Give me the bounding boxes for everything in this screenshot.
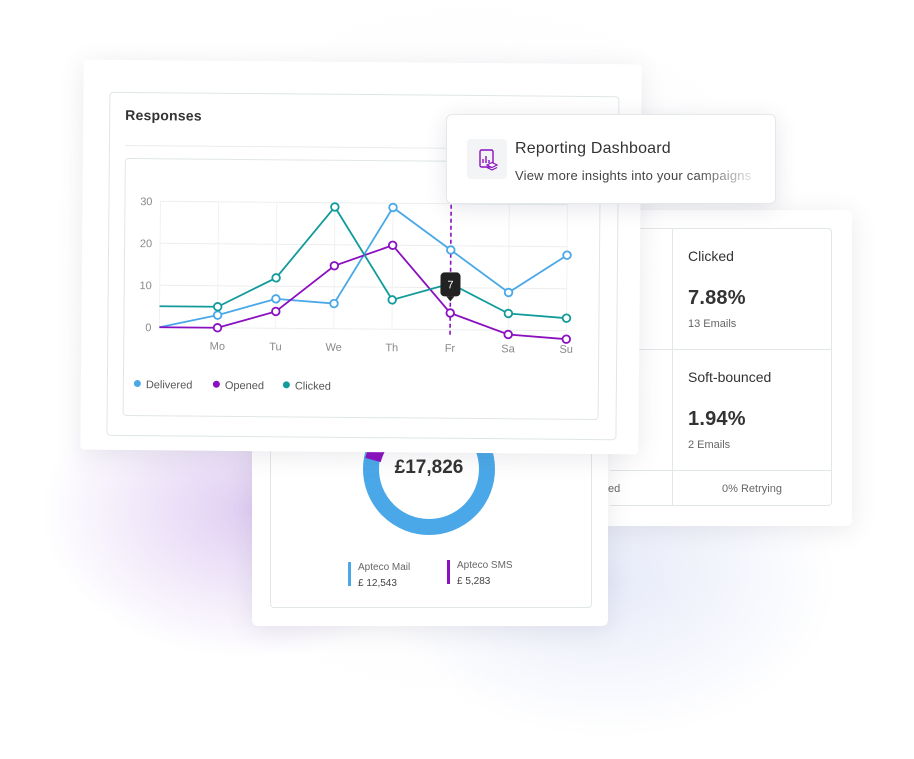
report-icon-box bbox=[467, 139, 507, 179]
report-chart-icon bbox=[479, 149, 499, 171]
stat-footer-retrying: 0% Retrying bbox=[722, 483, 782, 495]
legend-delivered[interactable]: Delivered bbox=[133, 379, 193, 392]
email-stats-card bbox=[598, 210, 852, 526]
responses-title: Responses bbox=[125, 106, 202, 124]
grid-line-vertical bbox=[391, 203, 394, 330]
series-point-delivered bbox=[503, 287, 514, 298]
series-point-delivered bbox=[446, 245, 456, 255]
legend-color-bar bbox=[348, 562, 351, 586]
grid-line-horizontal bbox=[159, 284, 567, 290]
series-point-clicked bbox=[330, 202, 340, 212]
legend-label: Apteco Mail bbox=[358, 562, 411, 573]
series-point-clicked bbox=[387, 295, 397, 305]
legend-amount: £ 12,543 bbox=[358, 578, 397, 589]
x-tick-label: We bbox=[325, 342, 341, 354]
series-line-opened bbox=[159, 244, 567, 341]
report-fade-overlay bbox=[695, 115, 775, 203]
legend-color-bar bbox=[447, 560, 450, 584]
stat-footer-left: ed bbox=[608, 483, 621, 495]
series-point-clicked bbox=[503, 308, 514, 319]
legend-opened[interactable]: Opened bbox=[212, 379, 265, 393]
revenue-card-frame bbox=[270, 432, 592, 608]
x-tick-label: Mo bbox=[210, 341, 225, 353]
responses-card: Responses 0 10 20 30 Mo Tu We Th Fr Sa Su 7 Deliver… bbox=[80, 59, 642, 455]
grid-line-vertical bbox=[565, 204, 568, 331]
legend-label: Opened bbox=[224, 379, 265, 393]
stats-grid bbox=[610, 228, 832, 506]
stat-label: Soft-bounced bbox=[688, 369, 772, 385]
series-point-clicked bbox=[271, 273, 281, 283]
responses-line-chart[interactable]: 0 10 20 30 Mo Tu We Th Fr Sa Su 7 bbox=[124, 159, 602, 421]
responses-chart-frame: 0 10 20 30 Mo Tu We Th Fr Sa Su 7 Delivered Opened … bbox=[122, 157, 602, 421]
legend-label: Apteco SMS bbox=[457, 560, 513, 571]
y-tick-label: 10 bbox=[139, 280, 151, 292]
chart-tooltip-value: 7 bbox=[447, 279, 453, 291]
chart-tooltip-pointer bbox=[446, 296, 455, 302]
legend-amount: £ 5,283 bbox=[457, 576, 491, 587]
series-point-opened bbox=[503, 329, 513, 340]
series-point-opened bbox=[329, 261, 340, 271]
legend-clicked[interactable]: Clicked bbox=[282, 380, 331, 393]
donut-track-mail bbox=[363, 430, 495, 535]
stat-count: 13 Emails bbox=[688, 318, 737, 330]
legend-label: Clicked bbox=[294, 380, 331, 393]
stats-divider-footer bbox=[610, 470, 832, 471]
series-point-delivered bbox=[388, 202, 398, 213]
y-tick-label: 0 bbox=[145, 322, 151, 334]
legend-dot bbox=[212, 380, 220, 388]
x-tick-label: Fr bbox=[445, 343, 456, 355]
report-title: Reporting Dashboard bbox=[515, 140, 671, 157]
series-point-opened bbox=[445, 308, 455, 318]
revenue-total: £17,826 bbox=[394, 457, 464, 478]
x-tick-label: Th bbox=[385, 342, 398, 354]
stat-percent: 7.88% bbox=[688, 287, 746, 309]
stat-clicked[interactable]: Clicked 7.88% 13 Emails bbox=[672, 228, 832, 349]
grid-line-horizontal bbox=[160, 242, 568, 248]
y-tick-label: 20 bbox=[140, 238, 152, 250]
series-point-opened bbox=[271, 306, 281, 317]
report-subtitle: View more insights into your campaigns bbox=[515, 168, 752, 183]
grid-line-horizontal bbox=[160, 200, 568, 206]
series-point-delivered bbox=[271, 294, 281, 304]
series-point-clicked bbox=[561, 313, 572, 323]
reporting-dashboard-card[interactable]: Reporting Dashboard View more insights i… bbox=[446, 114, 776, 204]
stat-soft-bounced[interactable]: Soft-bounced 1.94% 2 Emails bbox=[672, 349, 832, 470]
legend-label: Delivered bbox=[145, 379, 193, 392]
x-tick-label: Sa bbox=[501, 343, 515, 355]
stat-label: Clicked bbox=[688, 248, 734, 264]
series-point-opened bbox=[387, 240, 398, 250]
series-point-opened bbox=[561, 334, 571, 344]
series-point-clicked bbox=[213, 302, 223, 312]
y-tick-label: 30 bbox=[140, 196, 152, 208]
series-point-opened bbox=[212, 323, 223, 333]
legend-dot bbox=[282, 381, 290, 389]
stats-divider-vertical bbox=[672, 228, 673, 506]
x-tick-label: Su bbox=[559, 344, 573, 356]
stat-percent: 1.94% bbox=[688, 408, 746, 430]
legend-dot bbox=[133, 380, 141, 388]
series-point-delivered bbox=[212, 310, 223, 320]
stats-divider-horizontal bbox=[610, 349, 832, 350]
series-line-clicked bbox=[159, 205, 567, 320]
x-tick-label: Tu bbox=[269, 341, 282, 353]
chart-tooltip bbox=[440, 272, 461, 297]
series-point-delivered bbox=[562, 250, 572, 260]
grid-line-vertical bbox=[158, 201, 161, 328]
series-point-delivered bbox=[329, 298, 339, 309]
stat-count: 2 Emails bbox=[688, 439, 731, 451]
